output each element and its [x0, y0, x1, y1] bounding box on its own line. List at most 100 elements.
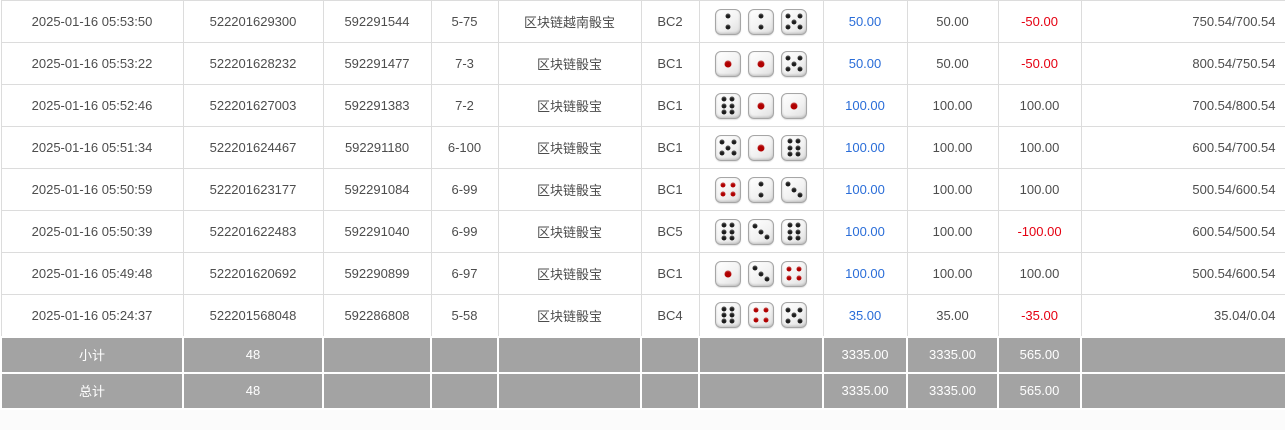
subtotal-row-valid-total: 3335.00: [906, 335, 999, 374]
die-pip: [758, 13, 764, 19]
die-pip: [729, 96, 735, 102]
subtotal-row-empty-balance: [1080, 335, 1285, 374]
table-row: 2025-01-16 05:51:34 522201624467 592291180…: [0, 126, 1285, 169]
die-pip: [725, 13, 731, 19]
bet-code-cell: BC1: [640, 126, 700, 169]
period-cell: 5-75: [430, 0, 499, 43]
dice-result-cell: [698, 252, 824, 295]
die-pip: [787, 222, 793, 228]
die-pip: [721, 103, 727, 108]
die-pip: [721, 306, 727, 312]
die-6-icon: [781, 134, 807, 161]
die-6-icon: [715, 92, 741, 119]
die-pip: [796, 275, 802, 281]
bet-time-cell: 2025-01-16 05:51:34: [0, 126, 184, 169]
bet-amount-cell[interactable]: 100.00: [822, 168, 908, 211]
bet-time-cell: 2025-01-16 05:24:37: [0, 294, 184, 337]
total-row-empty-code: [640, 371, 700, 410]
die-3-icon: [748, 260, 774, 287]
die-pip: [796, 266, 802, 272]
die-pip: [757, 60, 765, 67]
round-id-cell: 592291040: [322, 210, 432, 253]
die-pip: [764, 276, 770, 282]
win-loss-cell: -35.00: [997, 294, 1082, 337]
bet-amount-cell[interactable]: 100.00: [822, 210, 908, 253]
order-id-cell: 522201623177: [182, 168, 324, 211]
dice-result-cell: [698, 210, 824, 253]
valid-amount-cell: 100.00: [906, 252, 999, 295]
subtotal-row-empty-code: [640, 335, 700, 374]
die-pip: [758, 192, 764, 198]
die-1-icon: [748, 134, 774, 161]
die-pip: [721, 229, 727, 234]
die-pip: [758, 24, 764, 30]
order-id-cell: 522201627003: [182, 84, 324, 127]
die-pip: [725, 24, 731, 30]
valid-amount-cell: 100.00: [906, 84, 999, 127]
die-pip: [729, 312, 735, 318]
die-pip: [797, 318, 803, 324]
die-pip: [729, 235, 735, 241]
round-id-cell: 592291544: [322, 0, 432, 43]
die-pip: [764, 234, 770, 240]
game-name-cell: 区块链越南骰宝: [497, 0, 642, 43]
dice-result-cell: [698, 42, 824, 85]
round-id-cell: 592291084: [322, 168, 432, 211]
subtotal-row-empty-dice: [698, 335, 824, 374]
die-pip: [731, 139, 737, 145]
bet-code-cell: BC1: [640, 84, 700, 127]
total-row-empty-dice: [698, 371, 824, 410]
bet-code-cell: BC1: [640, 168, 700, 211]
dice-result-cell: [698, 168, 824, 211]
table-row: 2025-01-16 05:53:50 522201629300 592291544…: [0, 0, 1285, 43]
bet-amount-cell[interactable]: 50.00: [822, 42, 908, 85]
bet-amount-cell[interactable]: 100.00: [822, 126, 908, 169]
dice-result-cell: [698, 126, 824, 169]
game-name-cell: 区块链骰宝: [497, 210, 642, 253]
valid-amount-cell: 100.00: [906, 126, 999, 169]
bet-amount-cell[interactable]: 50.00: [822, 0, 908, 43]
die-3-icon: [781, 176, 807, 203]
die-pip: [753, 317, 759, 323]
total-row-winloss-total: 565.00: [997, 371, 1082, 410]
order-id-cell: 522201628232: [182, 42, 324, 85]
die-pip: [795, 229, 801, 234]
win-loss-cell: 100.00: [997, 252, 1082, 295]
die-pip: [786, 266, 792, 272]
balance-cell: 600.54/500.54: [1080, 210, 1285, 253]
die-pip: [752, 265, 758, 271]
die-pip: [791, 312, 797, 318]
win-loss-cell: -100.00: [997, 210, 1082, 253]
win-loss-cell: 100.00: [997, 84, 1082, 127]
table-row: 2025-01-16 05:24:37 522201568048 592286808…: [0, 294, 1285, 337]
bet-time-cell: 2025-01-16 05:50:39: [0, 210, 184, 253]
die-4-icon: [715, 176, 741, 203]
subtotal-row-bet-total: 3335.00: [822, 335, 908, 374]
die-pip: [721, 96, 727, 102]
bet-amount-cell[interactable]: 35.00: [822, 294, 908, 337]
order-id-cell: 522201620692: [182, 252, 324, 295]
die-pip: [724, 60, 732, 67]
die-pip: [786, 275, 792, 281]
die-pip: [797, 13, 803, 19]
period-cell: 7-2: [430, 84, 499, 127]
subtotal-row-winloss-total: 565.00: [997, 335, 1082, 374]
bet-time-cell: 2025-01-16 05:53:22: [0, 42, 184, 85]
die-4-icon: [781, 260, 807, 287]
bet-amount-cell[interactable]: 100.00: [822, 252, 908, 295]
bet-code-cell: BC2: [640, 0, 700, 43]
dice-result-icons: [702, 8, 821, 35]
dice-result-cell: [698, 84, 824, 127]
die-1-icon: [715, 50, 741, 77]
valid-amount-cell: 35.00: [906, 294, 999, 337]
die-pip: [795, 151, 801, 157]
balance-cell: 500.54/600.54: [1080, 168, 1285, 211]
die-1-icon: [748, 50, 774, 77]
total-row-count: 48: [182, 371, 324, 410]
bet-amount-cell[interactable]: 100.00: [822, 84, 908, 127]
valid-amount-cell: 50.00: [906, 42, 999, 85]
die-pip: [719, 150, 725, 156]
total-row-label: 总计: [0, 371, 184, 410]
round-id-cell: 592291477: [322, 42, 432, 85]
die-pip: [730, 191, 736, 197]
